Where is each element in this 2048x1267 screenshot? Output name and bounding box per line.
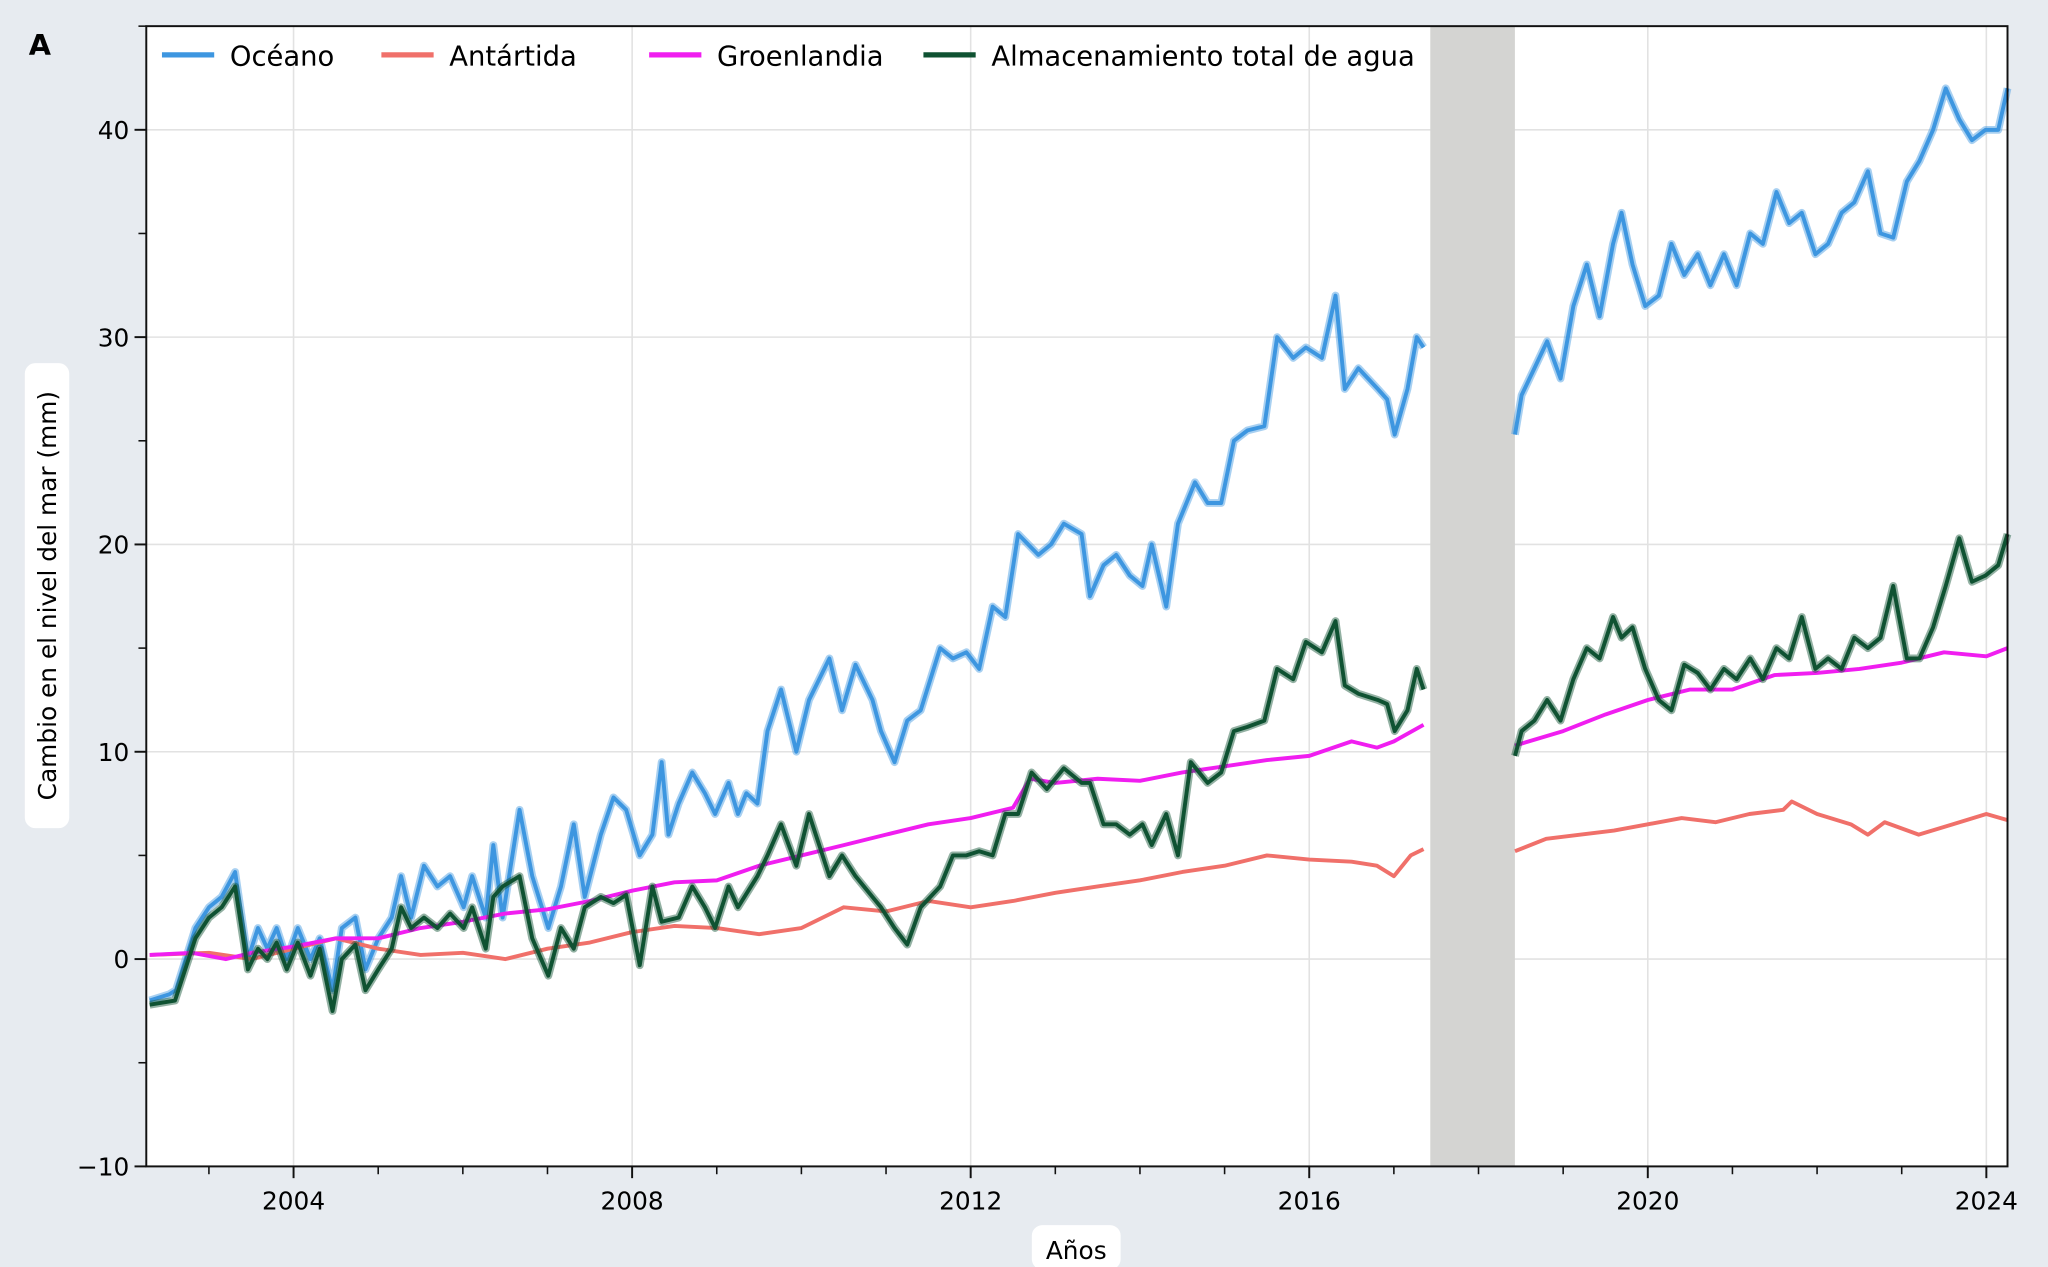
y-tick-label: 20 [98, 531, 130, 560]
x-tick-label: 2004 [262, 1187, 325, 1216]
series-lines [148, 84, 2012, 1015]
plot-area [146, 26, 2008, 1167]
y-tick-label: −10 [77, 1153, 129, 1182]
series-line [1514, 646, 2009, 748]
legend-label: Groenlandia [717, 41, 884, 72]
series-line [1514, 799, 2009, 854]
axes: 2004 2008 2012 2016 2020 2024 −10 0 10 20 30 40 [77, 25, 2018, 1216]
legend-item: Groenlandia [649, 41, 884, 72]
y-tick-label: 10 [98, 738, 130, 767]
series-line [1513, 86, 2010, 435]
x-tick-label: 2012 [939, 1187, 1002, 1216]
legend-label: Antártida [449, 41, 576, 72]
legend-item: Océano [161, 41, 334, 72]
x-tick-label: 2024 [1955, 1187, 2018, 1216]
y-tick-label: 30 [98, 323, 130, 352]
plot-frame [145, 25, 2009, 1168]
y-axis-label: Cambio en el nivel del mar (mm) [24, 363, 70, 829]
series-line [149, 293, 1426, 1003]
x-tick-label: 2020 [1616, 1187, 1679, 1216]
x-tick-label: 2008 [601, 1187, 664, 1216]
series-almacenamiento-total-de-agua [149, 532, 2012, 1015]
legend-item: Antártida [381, 41, 577, 72]
legend: Océano Antártida Groenlandia Almacenamiento… [161, 41, 1415, 72]
y-tick-label: 0 [114, 945, 130, 974]
panel-label: A [29, 28, 52, 62]
x-axis-title: Años [1046, 1236, 1107, 1265]
y-tick-label: 40 [98, 116, 130, 145]
series-océano [148, 84, 2012, 1005]
x-axis-label: Años [1031, 1225, 1121, 1267]
legend-item: Almacenamiento total de agua [923, 41, 1415, 72]
series-line [149, 619, 1426, 1013]
data-gap-band [1430, 26, 1515, 1167]
y-axis-title: Cambio en el nivel del mar (mm) [33, 391, 62, 800]
series-line [1513, 533, 2010, 757]
x-tick-label: 2016 [1278, 1187, 1341, 1216]
legend-label: Almacenamiento total de agua [991, 41, 1414, 72]
legend-label: Océano [230, 41, 334, 72]
